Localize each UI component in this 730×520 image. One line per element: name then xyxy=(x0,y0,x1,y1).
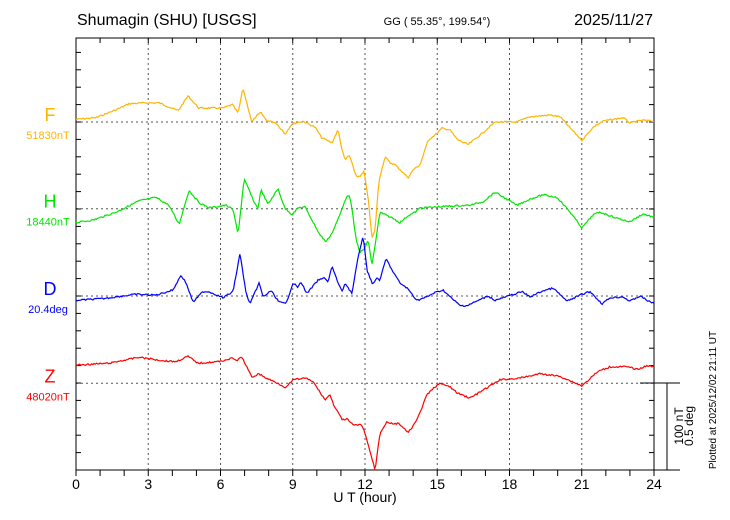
scale-deg-label: 0.5 deg xyxy=(682,406,696,446)
x-tick-label: 12 xyxy=(357,476,373,492)
grid-lines xyxy=(76,38,654,470)
x-axis-title: U T (hour) xyxy=(333,489,396,505)
x-tick-label: 24 xyxy=(646,476,662,492)
series-D-baseline-label: 20.4deg xyxy=(28,304,68,316)
station-title: Shumagin (SHU) [USGS] xyxy=(77,12,257,29)
series-D-line xyxy=(75,237,655,308)
x-tick-label: 21 xyxy=(574,476,590,492)
series-D-name: D xyxy=(44,279,57,299)
series-Z-name: Z xyxy=(45,366,56,386)
date-label: 2025/11/27 xyxy=(574,12,653,29)
x-tick-label: 15 xyxy=(429,476,445,492)
series-F-name: F xyxy=(45,105,56,125)
coordinates-label: GG ( 55.35°, 199.54°) xyxy=(384,16,491,28)
scale-nT-label: 100 nT xyxy=(672,407,686,445)
plotted-at-label: Plotted at 2025/12/02 21:11 UT xyxy=(708,331,719,469)
x-tick-label: 9 xyxy=(289,476,297,492)
axes: 0 3 6 9 12 15 18 21 24 xyxy=(72,37,662,492)
x-tick-label: 6 xyxy=(217,476,225,492)
x-tick-label: 3 xyxy=(144,476,152,492)
series-Z-line xyxy=(75,354,655,471)
x-tick-label: 18 xyxy=(502,476,518,492)
x-tick-label: 0 xyxy=(72,476,80,492)
scale-bar xyxy=(640,382,680,471)
series-labels: F 51830nT H 18440nT D 20.4deg Z 48020nT xyxy=(26,105,70,403)
series-H-name: H xyxy=(44,192,57,212)
series-lines xyxy=(75,89,655,471)
series-F-baseline-label: 51830nT xyxy=(26,130,70,142)
series-H-baseline-label: 18440nT xyxy=(26,217,70,229)
series-F-line xyxy=(76,89,655,238)
series-Z-baseline-label: 48020nT xyxy=(26,391,70,403)
